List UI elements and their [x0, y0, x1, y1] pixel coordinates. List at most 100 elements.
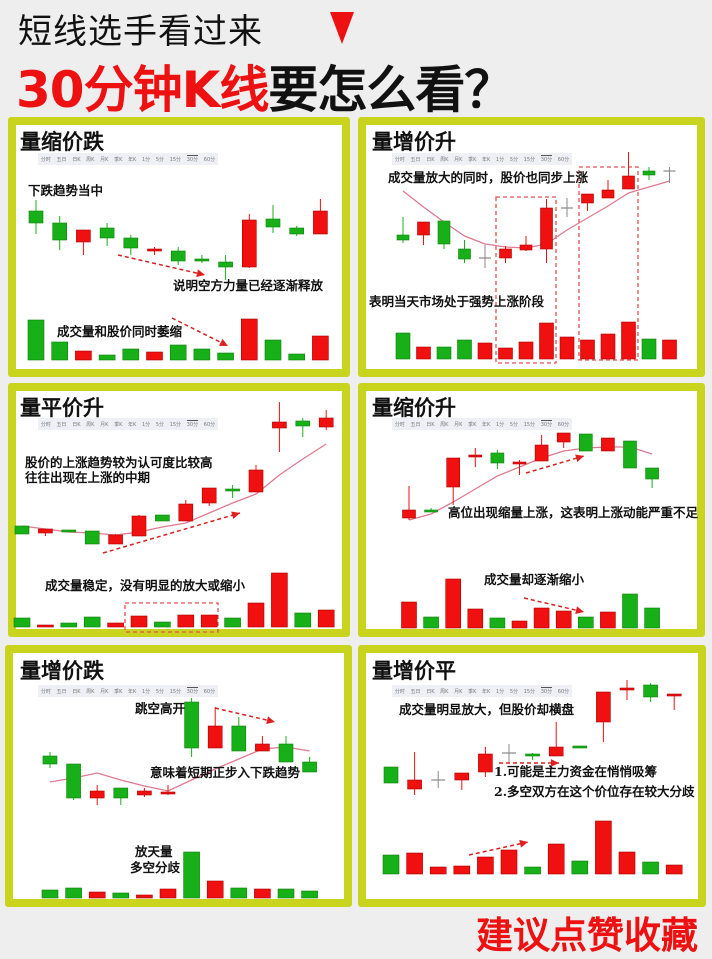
period-tab[interactable]: 60分: [557, 156, 570, 163]
annotation-text: 下跌趋势当中: [28, 183, 104, 198]
period-tab[interactable]: 30分: [186, 155, 199, 163]
volume-bar: [51, 341, 69, 361]
period-tab[interactable]: 季K: [468, 688, 477, 695]
period-tab[interactable]: 日K: [426, 421, 435, 428]
period-tab[interactable]: 分时: [394, 421, 405, 428]
period-tab[interactable]: 日K: [426, 156, 435, 163]
period-tab[interactable]: 分时: [394, 156, 405, 163]
candle-down: [52, 216, 68, 250]
period-tab[interactable]: 周K: [86, 688, 95, 695]
period-tab[interactable]: 30分: [540, 155, 553, 163]
period-tab[interactable]: 5分: [155, 421, 165, 428]
period-tab[interactable]: 60分: [203, 421, 216, 428]
candle-down: [645, 467, 659, 488]
period-tab[interactable]: 5分: [155, 688, 165, 695]
period-tab[interactable]: 季K: [114, 421, 123, 428]
period-tab[interactable]: 15分: [523, 688, 536, 695]
period-tab[interactable]: 60分: [557, 688, 570, 695]
candle-up: [207, 707, 223, 749]
arrow-head-icon: [575, 606, 584, 614]
period-tab[interactable]: 1分: [495, 421, 505, 428]
period-tab[interactable]: 周K: [440, 421, 449, 428]
trend-arrow: [468, 839, 529, 856]
period-tab[interactable]: 5分: [509, 421, 519, 428]
volume-bar: [107, 622, 124, 628]
period-tab[interactable]: 日K: [72, 156, 81, 163]
panel-6: 量增价平 分时 五日 日K 周K 月K 季K 年K 1分 5分 15分 30分 60分 成交量明显放大，但…: [356, 640, 712, 910]
page-title-highlight: 30分钟K线: [16, 61, 269, 119]
period-tab[interactable]: 五日: [56, 421, 67, 428]
period-tab[interactable]: 日K: [72, 688, 81, 695]
arrow-shaft: [523, 597, 585, 613]
period-tab[interactable]: 5分: [509, 688, 519, 695]
period-tab[interactable]: 周K: [440, 156, 449, 163]
candle-body: [61, 529, 77, 533]
period-tab[interactable]: 30分: [186, 687, 199, 695]
period-tab[interactable]: 五日: [410, 421, 421, 428]
period-tab[interactable]: 年K: [128, 688, 137, 695]
period-tab[interactable]: 1分: [495, 156, 505, 163]
period-tab[interactable]: 30分: [186, 420, 199, 428]
candle-body: [14, 525, 30, 535]
period-tab[interactable]: 周K: [86, 156, 95, 163]
period-tab[interactable]: 季K: [468, 421, 477, 428]
period-tab[interactable]: 30分: [540, 420, 553, 428]
period-tab[interactable]: 分时: [394, 688, 405, 695]
period-tab[interactable]: 五日: [56, 156, 67, 163]
candle-body: [155, 514, 170, 522]
candle-body: [28, 210, 44, 224]
period-tab[interactable]: 周K: [86, 421, 95, 428]
page-title: 30分钟K线要怎么看？: [16, 50, 514, 122]
period-tab[interactable]: 60分: [557, 421, 570, 428]
period-tab[interactable]: 30分: [540, 687, 553, 695]
period-tab[interactable]: 月K: [100, 156, 109, 163]
period-tab[interactable]: 五日: [410, 688, 421, 695]
period-tab[interactable]: 60分: [203, 688, 216, 695]
period-tab[interactable]: 分时: [40, 421, 51, 428]
period-tab[interactable]: 月K: [454, 421, 463, 428]
period-tab[interactable]: 月K: [454, 688, 463, 695]
period-tab[interactable]: 5分: [509, 156, 519, 163]
period-tab[interactable]: 周K: [440, 688, 449, 695]
period-tab[interactable]: 日K: [426, 688, 435, 695]
period-tab[interactable]: 月K: [454, 156, 463, 163]
period-tab[interactable]: 1分: [495, 688, 505, 695]
period-tab[interactable]: 年K: [482, 688, 491, 695]
period-tab[interactable]: 季K: [114, 688, 123, 695]
period-tab[interactable]: 月K: [100, 421, 109, 428]
volume-bar: [539, 322, 554, 360]
volume-bar: [60, 622, 78, 628]
period-tab[interactable]: 15分: [169, 156, 182, 163]
period-tab[interactable]: 15分: [169, 421, 182, 428]
period-tab[interactable]: 年K: [482, 156, 491, 163]
period-tab[interactable]: 1分: [141, 688, 151, 695]
period-tab[interactable]: 15分: [169, 688, 182, 695]
period-tab[interactable]: 60分: [203, 156, 216, 163]
period-tab[interactable]: 分时: [40, 688, 51, 695]
candle-body: [512, 461, 527, 465]
period-tab[interactable]: 15分: [523, 156, 536, 163]
panel-title: 量增价升: [372, 129, 456, 154]
period-tab[interactable]: 1分: [141, 156, 151, 163]
annotation-text: 2.多空双方在这个价位存在较大分歧: [494, 784, 695, 799]
trend-arrow: [523, 597, 585, 614]
candle-up: [248, 465, 264, 493]
period-tab[interactable]: 五日: [410, 156, 421, 163]
period-tab[interactable]: 年K: [128, 156, 137, 163]
period-tab[interactable]: 分时: [40, 156, 51, 163]
period-tab[interactable]: 五日: [56, 688, 67, 695]
candle-down: [302, 757, 317, 773]
volume-bar: [429, 866, 447, 875]
candle-body: [643, 684, 658, 698]
period-tab[interactable]: 15分: [523, 421, 536, 428]
period-tab[interactable]: 5分: [155, 156, 165, 163]
volume-bar: [146, 351, 163, 361]
period-tab[interactable]: 1分: [141, 421, 151, 428]
period-tab[interactable]: 日K: [72, 421, 81, 428]
period-tab[interactable]: 年K: [482, 421, 491, 428]
volume-bar: [571, 860, 589, 875]
period-tab[interactable]: 月K: [100, 688, 109, 695]
period-tab[interactable]: 年K: [128, 421, 137, 428]
period-tab[interactable]: 季K: [468, 156, 477, 163]
period-tab[interactable]: 季K: [114, 156, 123, 163]
